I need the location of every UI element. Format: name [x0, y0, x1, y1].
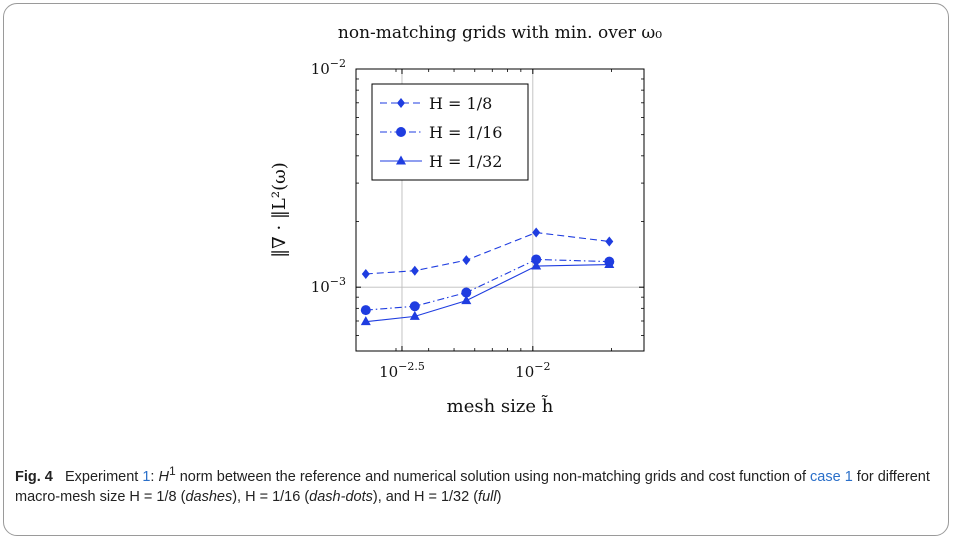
series-1: [361, 227, 614, 279]
x-axis-label: mesh size h̃: [447, 394, 554, 417]
x-tick-label: 10−2.5: [379, 360, 425, 381]
chart: non-matching grids with min. over ω₀ 10−…: [269, 23, 662, 417]
y-tick-label: 10−2: [311, 57, 346, 78]
caption-style: dashes: [185, 488, 233, 505]
series-3: [360, 259, 615, 326]
data-point: [361, 268, 370, 279]
data-point: [531, 260, 542, 270]
series-layer: [360, 227, 615, 326]
data-point: [462, 255, 471, 266]
caption-text: :: [150, 468, 159, 485]
figure-caption: Fig. 4 Experiment 1: H1 norm between the…: [15, 461, 945, 507]
legend-marker: [397, 98, 405, 108]
data-point: [360, 305, 371, 316]
chart-title: non-matching grids with min. over ω₀: [338, 23, 662, 43]
data-point: [409, 310, 420, 320]
experiment-link[interactable]: 1: [142, 468, 151, 485]
figure-frame: [3, 3, 949, 536]
data-point: [605, 236, 614, 247]
caption-superscript: 1: [168, 464, 176, 478]
caption-symbol: H: [158, 468, 169, 485]
data-point: [531, 254, 542, 265]
case-link[interactable]: case 1: [810, 468, 853, 485]
legend-label: H = 1/32: [429, 152, 502, 171]
data-point: [604, 259, 615, 269]
data-point: [360, 316, 371, 326]
ticks: 10−2.5 10−2 10−3 10−2: [311, 57, 644, 381]
caption-text: ): [496, 488, 502, 505]
data-point: [532, 227, 541, 238]
x-tick-label: 10−2: [515, 360, 550, 381]
legend: H = 1/8 H = 1/16 H = 1/32: [371, 83, 529, 181]
caption-label: Fig. 4: [15, 468, 53, 485]
y-axis-label: ‖∇ · ‖L²(ω): [269, 162, 290, 258]
legend-label: H = 1/8: [429, 94, 492, 113]
data-point: [461, 287, 472, 298]
caption-text: norm between the reference and numerical…: [175, 468, 811, 485]
caption-style: dash-dots: [309, 488, 373, 505]
data-point: [410, 265, 419, 276]
caption-text: for different macro-mesh size H = 1/8 (: [15, 468, 930, 505]
legend-marker: [396, 155, 406, 165]
plot-area: [355, 68, 645, 352]
caption-style: full: [478, 488, 497, 505]
series-2: [360, 254, 615, 316]
caption-text: ), and H = 1/32 (: [372, 488, 479, 505]
caption-text: Experiment: [64, 468, 143, 485]
y-tick-label: 10−3: [311, 275, 346, 296]
legend-label: H = 1/16: [429, 123, 502, 142]
data-point: [409, 301, 420, 312]
caption-text: ), H = 1/16 (: [232, 488, 310, 505]
legend-marker: [396, 127, 406, 137]
data-point: [461, 295, 472, 305]
